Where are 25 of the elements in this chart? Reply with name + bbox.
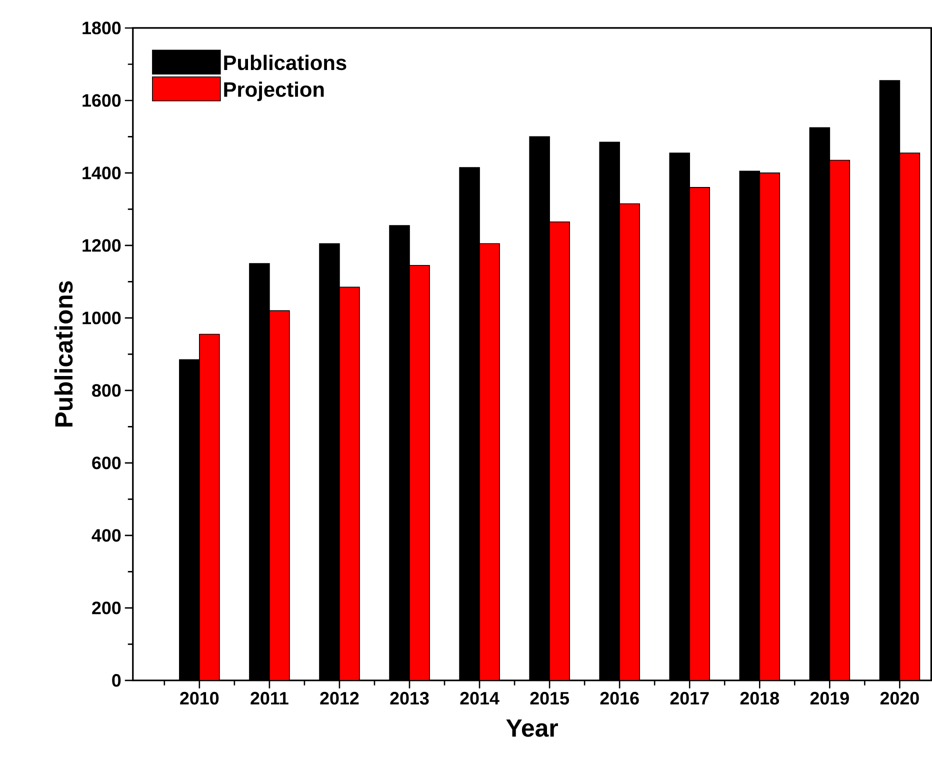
y-tick-label: 0: [112, 674, 121, 687]
y-tick-label: 1200: [82, 238, 121, 252]
y-tick-label: 800: [92, 384, 121, 397]
x-tick-label: 2016: [600, 692, 639, 704]
x-axis-title: Year: [506, 719, 558, 737]
y-tick-label: 200: [92, 601, 121, 614]
x-tick-label: 2020: [880, 692, 919, 704]
y-tick-label: 400: [92, 528, 121, 542]
x-tick-label: 2019: [810, 692, 849, 704]
x-tick-label: 2012: [320, 692, 359, 704]
x-tick-label: 2011: [250, 692, 288, 704]
x-tick-label: 2010: [180, 692, 219, 704]
x-tick-label: 2015: [530, 692, 569, 704]
y-axis-title: Publications: [54, 281, 73, 426]
x-tick-label: 2014: [460, 692, 500, 704]
legend-label: Publications: [224, 54, 346, 70]
y-tick-label: 1800: [82, 21, 121, 34]
legend-label: Projection: [224, 81, 324, 101]
x-tick-label: 2017: [670, 692, 709, 704]
y-tick-label: 1400: [82, 166, 121, 180]
y-tick-label: 600: [92, 456, 121, 470]
y-tick-label: 1600: [82, 94, 121, 107]
x-tick-label: 2013: [390, 692, 429, 704]
x-tick-label: 2018: [740, 692, 780, 704]
y-tick-label: 1000: [82, 311, 121, 324]
